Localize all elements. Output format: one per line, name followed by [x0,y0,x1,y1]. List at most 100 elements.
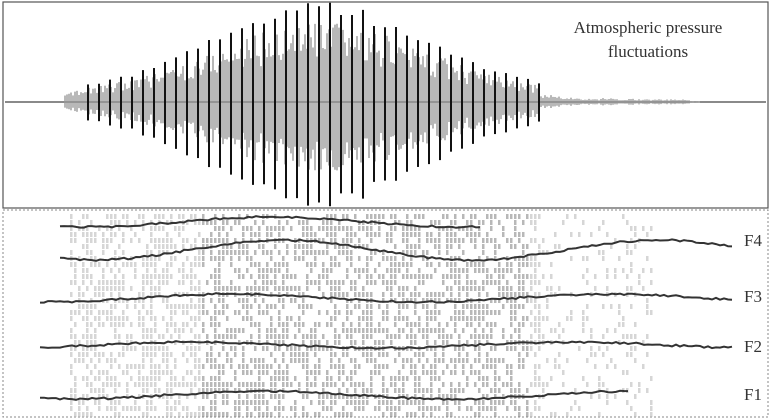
striation [270,352,273,357]
striation [218,370,221,375]
striation [118,364,121,369]
striation [190,274,193,279]
striation [478,286,481,291]
striation [334,256,337,261]
striation [106,262,109,267]
striation [190,262,193,267]
striation [286,382,289,387]
striation [102,394,105,399]
striation [298,352,301,357]
striation [370,334,373,339]
striation [330,346,333,351]
striation [366,256,369,261]
striation [346,394,349,399]
striation [538,250,541,255]
striation [122,286,125,291]
striation [278,340,281,345]
striation [390,286,393,291]
striation [482,310,485,315]
striation [402,316,405,321]
striation [474,268,477,273]
striation [178,304,181,309]
striation [486,334,489,339]
striation [298,358,301,363]
striation [482,382,485,387]
striation [418,322,421,327]
striation [74,262,77,267]
striation [210,406,213,411]
striation [350,250,353,255]
striation [162,244,165,249]
striation [186,274,189,279]
striation [266,400,269,405]
striation [150,364,153,369]
striation [426,406,429,411]
striation [94,334,97,339]
striation [398,262,401,267]
striation [462,286,465,291]
striation [490,214,493,219]
striation [194,376,197,381]
striation [170,244,173,249]
striation [326,274,329,279]
striation [630,238,633,243]
striation [378,370,381,375]
striation [378,214,381,219]
striation [314,232,317,237]
striation [170,316,173,321]
striation [90,256,93,261]
striation [150,280,153,285]
striation [258,382,261,387]
striation [346,250,349,255]
striation [98,292,101,297]
striation [410,400,413,405]
striation [322,220,325,225]
striation [202,328,205,333]
striation [538,310,541,315]
striation [430,412,433,417]
striation [74,382,77,387]
striation [158,346,161,351]
striation [486,238,489,243]
striation [246,256,249,261]
striation [286,250,289,255]
striation [118,244,121,249]
striation [330,268,333,273]
striation [78,304,81,309]
striation [254,346,257,351]
striation [278,334,281,339]
striation [410,364,413,369]
striation [194,286,197,291]
striation [266,328,269,333]
striation [458,388,461,393]
striation [382,388,385,393]
striation [466,406,469,411]
striation [282,322,285,327]
striation [330,256,333,261]
striation [114,214,117,219]
striation [534,292,537,297]
striation [630,286,633,291]
striation [358,364,361,369]
striation [118,316,121,321]
striation [490,388,493,393]
striation [166,388,169,393]
striation [434,298,437,303]
striation [470,364,473,369]
striation [594,352,597,357]
striation [302,250,305,255]
striation [334,382,337,387]
striation [406,304,409,309]
striation [426,370,429,375]
striation [114,400,117,405]
striation [502,358,505,363]
striation [266,226,269,231]
striation [350,280,353,285]
striation [238,286,241,291]
striation [162,214,165,219]
striation [210,352,213,357]
striation [650,280,653,285]
striation [90,220,93,225]
striation [202,238,205,243]
striation [278,412,281,417]
